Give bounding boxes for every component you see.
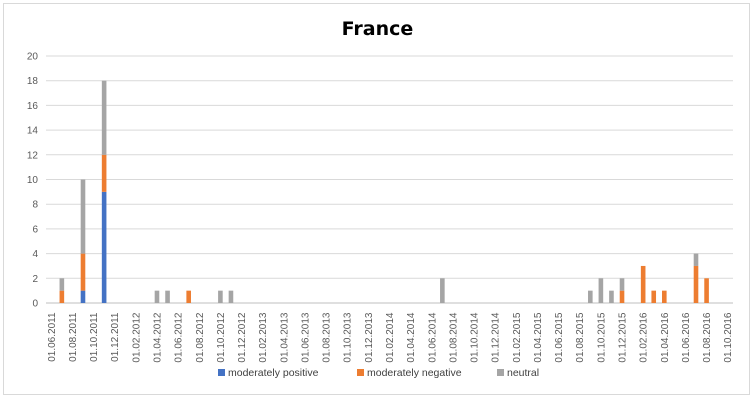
bar-segment-neutral: [598, 278, 604, 303]
x-tick-label: 01.08.2015: [575, 312, 586, 362]
y-tick-label: 18: [27, 76, 39, 87]
y-tick-label: 16: [27, 101, 39, 112]
y-tick-label: 4: [32, 249, 38, 260]
x-tick-label: 01.10.2013: [343, 312, 354, 362]
y-tick-label: 20: [27, 52, 39, 63]
bar-segment-moderately-negative: [651, 290, 657, 303]
x-tick-label: 01.02.2014: [385, 312, 396, 362]
x-tick-label: 01.12.2014: [491, 312, 502, 362]
bar-segment-neutral: [59, 278, 65, 291]
x-tick-label: 01.12.2012: [237, 312, 248, 362]
legend-label: moderately positive: [228, 367, 319, 379]
y-tick-label: 0: [32, 299, 38, 310]
bar-segment-neutral: [440, 278, 445, 303]
legend-label: moderately negative: [367, 367, 462, 379]
bar-segment-neutral: [80, 179, 86, 254]
bar-segment-moderately-positive: [80, 290, 86, 303]
x-tick-label: 01.12.2013: [364, 312, 375, 362]
bar-segment-neutral: [165, 290, 170, 303]
x-tick-label: 01.12.2015: [618, 312, 629, 362]
x-tick-label: 01.06.2012: [174, 312, 185, 362]
bar-segment-moderately-negative: [59, 290, 65, 303]
x-tick-label: 01.06.2015: [554, 312, 565, 362]
bar-segment-moderately-negative: [619, 290, 625, 303]
x-tick-label: 01.12.2011: [110, 312, 121, 362]
x-tick-label: 01.06.2016: [681, 312, 692, 362]
bar-segment-moderately-negative: [186, 290, 191, 303]
x-tick-label: 01.10.2012: [216, 312, 227, 362]
x-tick-label: 01.10.2014: [470, 312, 481, 362]
bar-segment-neutral: [609, 290, 614, 303]
y-tick-label: 8: [32, 200, 38, 211]
bar-segment-moderately-negative: [640, 265, 646, 303]
legend-label: neutral: [507, 367, 539, 379]
x-tick-label: 01.02.2015: [512, 312, 523, 362]
y-tick-label: 12: [27, 150, 39, 161]
x-tick-label: 01.02.2016: [639, 312, 650, 362]
x-tick-label: 01.10.2015: [596, 312, 607, 362]
x-tick-label: 01.06.2014: [427, 312, 438, 362]
y-tick-label: 6: [32, 224, 38, 235]
bar-segment-moderately-positive: [101, 191, 107, 303]
bar-segment-moderately-negative: [693, 265, 699, 303]
x-tick-label: 01.08.2011: [68, 312, 79, 362]
bar-segment-moderately-negative: [80, 253, 86, 291]
x-tick-label: 01.06.2013: [300, 312, 311, 362]
x-tick-label: 01.04.2014: [406, 312, 417, 362]
bar-segment-neutral: [693, 253, 699, 266]
y-tick-label: 10: [27, 175, 39, 186]
x-tick-label: 01.04.2015: [533, 312, 544, 362]
y-tick-label: 14: [27, 126, 39, 137]
x-tick-label: 01.02.2013: [258, 312, 269, 362]
legend-swatch: [357, 369, 364, 376]
x-tick-label: 01.02.2012: [131, 312, 142, 362]
chart-plot: 0 2 4 6 8 10 12 14 16 18 20 01.06.2011 01.08.2011 01.…: [27, 52, 734, 380]
x-tick-label: 01.08.2012: [195, 312, 206, 362]
bar-segment-neutral: [588, 290, 593, 303]
bar-segment-moderately-negative: [101, 154, 107, 192]
x-tick-label: 01.08.2016: [702, 312, 713, 362]
x-tick-label: 01.08.2013: [322, 312, 333, 362]
chart-area: France 0 2 4 6 8 10 12 14 16 18 20 01.06.2011 01.08.…: [3, 3, 750, 395]
bar-segment-neutral: [228, 290, 234, 303]
bar-segment-moderately-negative: [704, 278, 709, 303]
legend-swatch: [497, 369, 504, 376]
bar-segment-neutral: [218, 290, 223, 303]
bar-segment-moderately-negative: [662, 290, 667, 303]
x-tick-label: 01.04.2012: [152, 312, 163, 362]
x-tick-label: 01.10.2016: [723, 312, 734, 362]
x-tick-label: 01.06.2011: [47, 312, 58, 362]
y-tick-label: 2: [32, 274, 38, 285]
x-tick-label: 01.04.2013: [279, 312, 290, 362]
chart-title: France: [341, 18, 414, 40]
x-tick-label: 01.04.2016: [660, 312, 671, 362]
bar-segment-neutral: [154, 290, 160, 303]
legend-swatch: [218, 369, 225, 376]
x-tick-label: 01.10.2011: [89, 312, 100, 362]
bar-segment-neutral: [619, 278, 625, 291]
x-tick-label: 01.08.2014: [448, 312, 459, 362]
bar-segment-neutral: [101, 80, 107, 155]
